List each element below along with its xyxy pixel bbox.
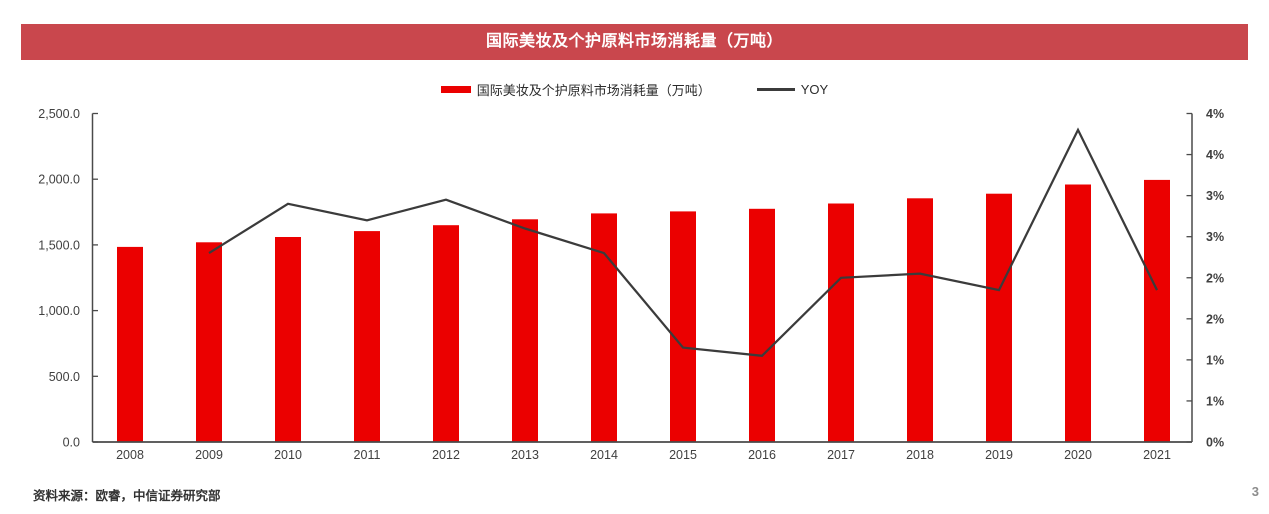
x-axis-label-2013: 2013 [511,448,539,462]
x-axis-label-2012: 2012 [432,448,460,462]
bar-2018 [907,198,933,442]
bar-2010 [275,237,301,442]
legend-label-yoy: YOY [800,82,829,97]
legend-bar-swatch-icon [440,86,471,93]
left-axis-label: 2,500.0 [38,107,80,121]
right-axis-label: 1% [1206,353,1224,367]
left-axis-label: 2,000.0 [38,173,80,187]
x-axis-label-2009: 2009 [195,448,223,462]
x-axis-label-2018: 2018 [906,448,934,462]
bar-line-chart: 2,500.0 2,000.0 1,500.0 1,000.0 500.0 0.0 4% 4%… [38,107,1224,462]
x-axis-label-2010: 2010 [274,448,302,462]
left-axis-label: 1,500.0 [38,238,80,252]
x-axis-label-2019: 2019 [985,448,1013,462]
x-axis-label-2015: 2015 [669,448,697,462]
x-axis-label-2011: 2011 [354,448,381,462]
legend-item-consumption: 国际美妆及个护原料市场消耗量（万吨） [440,80,711,99]
bar-2012 [433,225,459,442]
bar-2011 [354,231,380,442]
x-axis-label-2021: 2021 [1143,448,1171,462]
chart-legend: 国际美妆及个护原料市场消耗量（万吨） YOY [0,80,1269,99]
bar-2020 [1065,184,1091,442]
bar-2016 [749,208,775,442]
bar-2013 [512,219,538,442]
right-axis-label: 3% [1206,189,1224,203]
bar-2021 [1144,179,1170,442]
page-number: 3 [1251,484,1259,499]
left-axis-label: 1,000.0 [38,304,80,318]
right-axis-label: 4% [1206,148,1224,162]
legend-item-yoy: YOY [756,82,829,97]
right-axis-label: 2% [1206,271,1224,285]
x-axis-label-2020: 2020 [1064,448,1092,462]
x-axis-label-2017: 2017 [827,448,855,462]
right-axis-label: 1% [1206,394,1224,408]
right-axis-label: 2% [1206,312,1224,326]
bar-2017 [828,203,854,442]
yoy-line [208,127,1159,357]
x-axis-label-2016: 2016 [748,448,776,462]
bar-2015 [670,211,696,442]
right-axis-label: 0% [1206,436,1224,450]
right-axis-label: 4% [1206,107,1224,121]
x-axis-label-2008: 2008 [116,448,144,462]
left-axis-label: 0.0 [63,436,80,450]
bar-2019 [986,193,1012,442]
x-axis-label-2014: 2014 [590,448,618,462]
bar-2009 [196,242,222,442]
right-axis-label: 3% [1206,230,1224,244]
bar-2014 [591,213,617,442]
left-axis-label: 500.0 [49,370,80,384]
source-note: 资料来源：欧睿，中信证券研究部 [33,489,221,503]
bar-2008 [117,246,143,442]
chart-title-banner: 国际美妆及个护原料市场消耗量（万吨） [21,24,1248,60]
legend-line-swatch-icon [756,88,795,91]
legend-label-consumption: 国际美妆及个护原料市场消耗量（万吨） [476,83,711,98]
